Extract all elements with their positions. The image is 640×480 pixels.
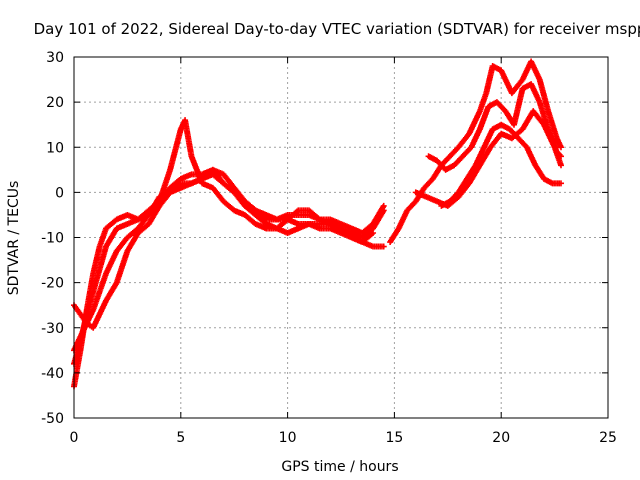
series-track-5 — [387, 58, 565, 246]
data-point — [558, 180, 565, 187]
data-point — [558, 144, 565, 151]
x-axis-label: GPS time / hours — [281, 459, 398, 475]
x-tick-label: 10 — [279, 430, 297, 446]
y-tick-label: -50 — [41, 411, 64, 427]
x-tick-label: 25 — [599, 430, 617, 446]
x-tick-label: 15 — [385, 430, 403, 446]
series-track-8 — [438, 121, 565, 209]
data-points — [71, 58, 565, 390]
y-axis-label: SDTVAR / TECUs — [6, 181, 22, 296]
y-tick-label: 10 — [46, 140, 64, 156]
y-tick-label: -20 — [41, 276, 64, 292]
y-axis-ticks: -50 -40 -30 -20 -10 0 10 20 30 — [41, 50, 608, 427]
y-tick-label: 0 — [55, 185, 64, 201]
data-point — [370, 229, 377, 236]
chart-title: Day 101 of 2022, Sidereal Day-to-day VTE… — [34, 20, 640, 38]
y-tick-label: 30 — [46, 50, 64, 66]
y-tick-label: -10 — [41, 231, 64, 247]
data-point — [380, 243, 387, 250]
series-track-4 — [71, 166, 377, 331]
x-tick-label: 5 — [176, 430, 185, 446]
y-tick-label: 20 — [46, 95, 64, 111]
data-point — [558, 162, 565, 169]
y-tick-label: -30 — [41, 321, 64, 337]
x-tick-label: 0 — [70, 430, 79, 446]
x-axis-ticks: 0 5 10 15 20 25 — [70, 57, 617, 446]
data-point — [380, 207, 387, 214]
x-tick-label: 20 — [492, 430, 510, 446]
y-tick-label: -40 — [41, 366, 64, 382]
